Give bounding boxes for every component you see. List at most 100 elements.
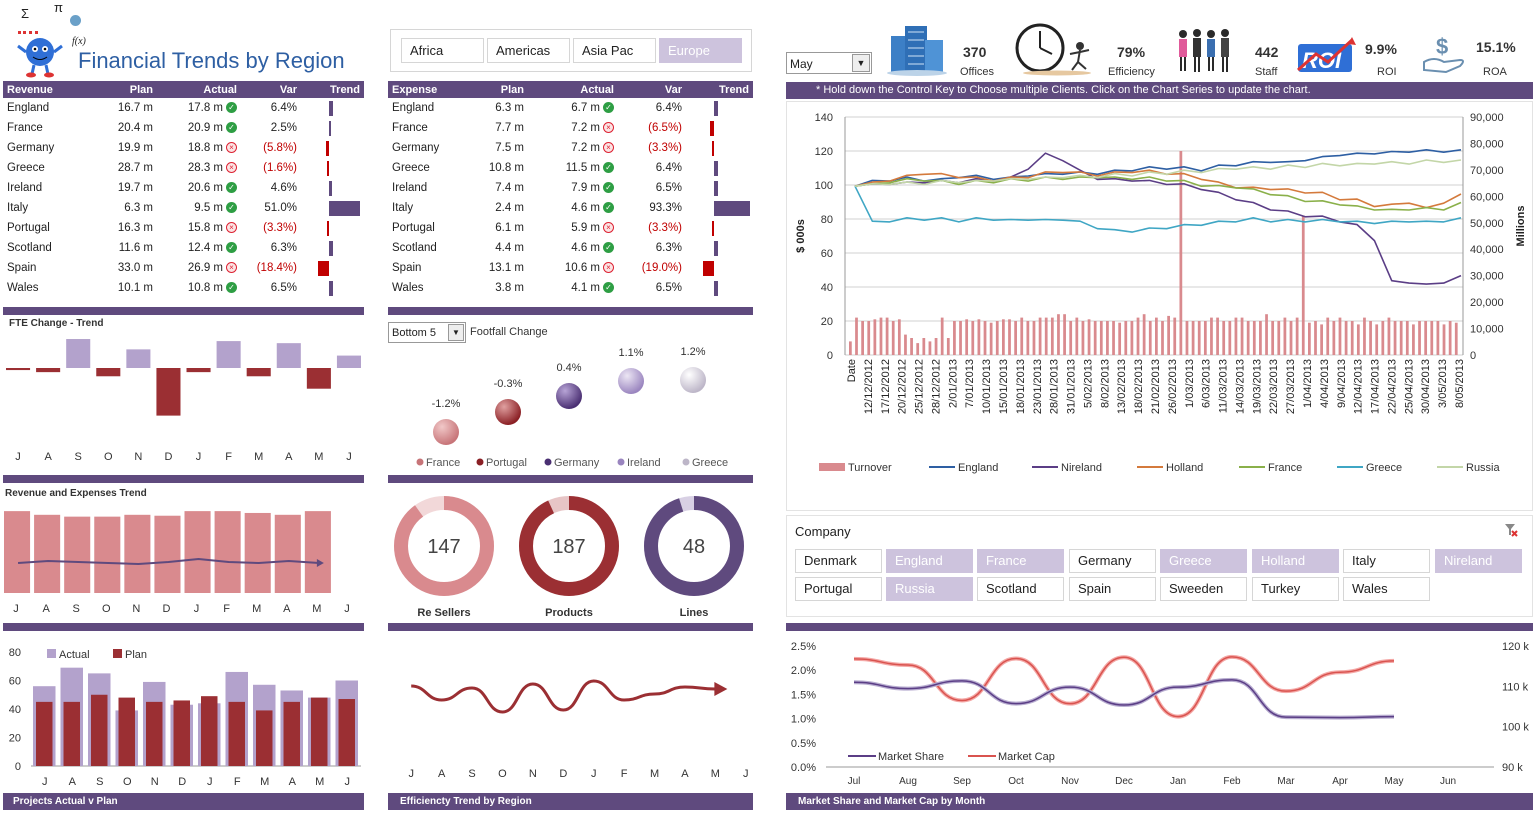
region-button-europe[interactable]: Europe	[659, 38, 742, 63]
chevron-down-icon[interactable]: ▼	[448, 324, 464, 341]
trend-bar	[327, 161, 329, 176]
region-button-americas[interactable]: Americas	[487, 38, 570, 63]
company-button-scotland[interactable]: Scotland	[977, 577, 1064, 601]
var-cell: (3.3%)	[263, 222, 297, 234]
fte-tick-label: F	[225, 451, 232, 463]
region-button-africa[interactable]: Africa	[401, 38, 484, 63]
turnover-bar	[1038, 317, 1042, 355]
clear-filter-icon[interactable]	[1504, 523, 1518, 537]
plan-cell: 6.3 m	[124, 202, 153, 214]
turnover-bar	[1234, 317, 1238, 355]
rev-exp-tick-label: J	[194, 603, 200, 615]
rev-exp-arrowhead	[316, 559, 324, 567]
rev-exp-bar	[94, 516, 121, 593]
trend-header: Trend	[301, 81, 364, 98]
chevron-down-icon[interactable]: ▼	[852, 54, 870, 72]
company-button-portugal[interactable]: Portugal	[795, 577, 882, 601]
company-button-wales[interactable]: Wales	[1343, 577, 1430, 601]
month-select[interactable]: May ▼	[786, 52, 872, 74]
var-cell: 6.5%	[655, 182, 682, 194]
turnover-bar	[1412, 324, 1415, 355]
market-y2-tick: 90 k	[1502, 762, 1523, 774]
company-button-holland[interactable]: Holland	[1252, 549, 1339, 573]
var-cell: (5.8%)	[263, 142, 297, 154]
actual-cell: 28.3 m ×	[157, 158, 241, 178]
legend-label: Holland	[1166, 462, 1203, 474]
turnover-bar	[1289, 321, 1293, 355]
turnover-bar	[1106, 321, 1109, 355]
company-button-russia[interactable]: Russia	[886, 577, 973, 601]
main-x-tick: 18/02/2013	[1133, 359, 1145, 414]
turnover-bar	[1191, 321, 1195, 355]
footfall-sphere-germany	[556, 383, 582, 409]
trend-cell	[301, 258, 364, 278]
main-x-tick: 22/03/2013	[1268, 359, 1280, 414]
turnover-bar	[1069, 321, 1073, 355]
main-series-france	[854, 176, 1462, 211]
main-y-tick: 120	[815, 146, 833, 158]
company-slicer-title: Company	[795, 524, 851, 539]
turnover-bar	[1320, 324, 1323, 355]
check-icon: ✓	[226, 202, 237, 214]
market-tick-label: Jul	[848, 776, 861, 787]
main-y2-tick: 0	[1470, 350, 1476, 362]
projects-plan-bar	[36, 701, 53, 766]
company-button-spain[interactable]: Spain	[1069, 577, 1156, 601]
main-series-russia	[854, 159, 1462, 187]
plan-cell: 19.9 m	[117, 142, 153, 154]
actual-cell: 7.2 m ×	[528, 138, 618, 158]
fte-bar	[336, 355, 361, 368]
legend-label: Greece	[692, 457, 728, 469]
company-button-france[interactable]: France	[977, 549, 1064, 573]
turnover-bar	[1363, 317, 1366, 355]
rev-exp-chart-title: Revenue and Expenses Trend	[5, 488, 147, 499]
trend-cell	[686, 138, 753, 158]
footfall-divider	[388, 475, 753, 483]
company-button-greece[interactable]: Greece	[1160, 549, 1247, 573]
turnover-bar	[1246, 321, 1250, 355]
footfall-dropdown[interactable]: Bottom 5 ▼	[388, 322, 466, 343]
region-button-asia-pac[interactable]: Asia Pac	[573, 38, 656, 63]
turnover-bar	[1332, 321, 1336, 355]
trend-bar	[329, 121, 331, 136]
company-button-denmark[interactable]: Denmark	[795, 549, 882, 573]
market-tick-label: Feb	[1223, 776, 1241, 787]
turnover-bar	[1002, 319, 1005, 355]
company-button-germany[interactable]: Germany	[1069, 549, 1156, 573]
market-y2-tick: 120 k	[1502, 641, 1529, 653]
footfall-value-label: -1.2%	[432, 398, 461, 410]
company-button-sweeden[interactable]: Sweeden	[1160, 577, 1247, 601]
fte-bar	[66, 339, 91, 368]
actual-value: 10.8 m	[187, 282, 223, 294]
kpi-offices-label: Offices	[960, 66, 995, 78]
market-y-tick: 2.5%	[791, 641, 816, 653]
company-button-nireland[interactable]: Nireland	[1435, 549, 1522, 573]
row-name: England	[7, 102, 50, 114]
projects-chart: 0 20 40 60 80 J A S O N D J F M A M J Actual Plan	[3, 638, 364, 790]
turnover-bar	[1454, 322, 1458, 355]
company-button-england[interactable]: England	[886, 549, 973, 573]
legend-marker	[682, 458, 690, 466]
rev-exp-bar	[214, 511, 241, 593]
trend-bar	[702, 261, 714, 276]
trend-cell	[686, 178, 753, 198]
market-share-line	[853, 679, 1395, 719]
company-button-turkey[interactable]: Turkey	[1252, 577, 1339, 601]
rev-exp-tick-label: M	[312, 603, 321, 615]
legend-label: England	[958, 462, 998, 474]
main-x-tick: 12/04/2013	[1353, 359, 1365, 414]
turnover-bar	[891, 321, 895, 355]
legend-label: Turnover	[848, 462, 892, 474]
company-button-italy[interactable]: Italy	[1343, 549, 1430, 573]
check-icon: ✓	[603, 182, 614, 194]
fte-tick-label: O	[104, 451, 113, 463]
fte-tick-label: A	[285, 451, 293, 463]
plan-cell: 16.7 m	[117, 102, 153, 114]
rev-exp-tick-label: J	[344, 603, 350, 615]
turnover-bar	[1057, 314, 1060, 355]
main-y-tick: 80	[821, 214, 833, 226]
projects-y-tick: 60	[9, 676, 21, 688]
footfall-label: Footfall Change	[470, 326, 548, 338]
fte-tick-label: J	[346, 451, 352, 463]
